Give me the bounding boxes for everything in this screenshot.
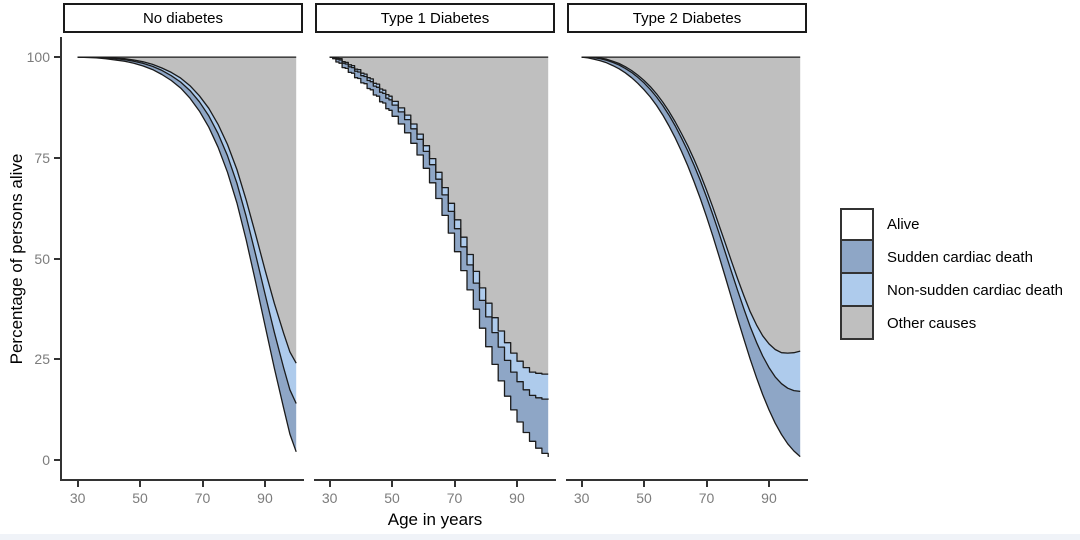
x-axis-title: Age in years xyxy=(387,510,483,529)
x-tick-label: 30 xyxy=(69,490,86,506)
sudden-boundary-line xyxy=(77,56,297,404)
x-tick-mark xyxy=(580,481,583,487)
x-tick-label: 90 xyxy=(761,490,777,506)
x-tick-label: 50 xyxy=(384,490,400,506)
non-sudden-cardiac-death-area xyxy=(77,57,297,404)
non-sudden-boundary-line xyxy=(581,56,801,354)
legend-item-non-sudden-cardiac-death: Non-sudden cardiac death xyxy=(840,272,1063,307)
legend-swatch-other-causes xyxy=(840,305,874,340)
legend-item-alive: Alive xyxy=(840,208,1063,241)
legend-item-other-causes: Other causes xyxy=(840,305,1063,340)
x-tick-label: 50 xyxy=(636,490,652,506)
legend-swatch-sudden-cardiac-death xyxy=(840,239,874,274)
x-tick-mark xyxy=(76,481,79,487)
x-tick-mark xyxy=(515,481,518,487)
alive-boundary-line xyxy=(329,56,549,457)
x-tick-label: 70 xyxy=(446,490,463,506)
y-tick-mark xyxy=(54,56,60,59)
x-tick-mark xyxy=(328,481,331,487)
sudden-boundary-line xyxy=(329,56,549,400)
y-tick-label: 100 xyxy=(26,49,50,66)
sudden-cardiac-death-area xyxy=(77,57,297,452)
facet-strip-label: Type 1 Diabetes xyxy=(380,9,490,27)
x-tick-mark xyxy=(391,481,394,487)
x-tick-mark xyxy=(705,481,708,487)
x-tick-mark xyxy=(453,481,456,487)
facet-strip-label: No diabetes xyxy=(142,9,224,27)
legend-label-other-causes: Other causes xyxy=(887,315,977,332)
x-tick-mark xyxy=(643,481,646,487)
y-tick-label: 50 xyxy=(34,250,50,267)
legend-item-sudden-cardiac-death: Sudden cardiac death xyxy=(840,239,1063,274)
x-tick-label: 70 xyxy=(698,490,715,506)
facet-strip-type2-diabetes: Type 2 Diabetes xyxy=(567,3,807,33)
survival-panel-2 xyxy=(329,56,549,457)
y-tick-mark xyxy=(54,458,60,461)
alive-boundary-line xyxy=(581,56,801,458)
y-tick-label: 75 xyxy=(34,149,50,166)
legend-label-non-sudden-cardiac-death: Non-sudden cardiac death xyxy=(887,282,1063,299)
other-causes-area xyxy=(581,57,801,354)
sudden-boundary-line xyxy=(581,56,801,393)
legend-swatch-alive xyxy=(840,208,874,241)
x-tick-mark xyxy=(263,481,266,487)
x-axis-line xyxy=(62,479,304,481)
y-tick-mark xyxy=(54,358,60,361)
x-tick-mark xyxy=(139,481,142,487)
legend: Alive Sudden cardiac death Non-sudden card… xyxy=(840,208,1063,340)
bottom-edge-strip xyxy=(0,534,1080,540)
y-tick-mark xyxy=(54,257,60,260)
y-tick-label: 0 xyxy=(42,451,50,468)
x-tick-label: 90 xyxy=(257,490,273,506)
y-tick-label: 25 xyxy=(34,351,50,368)
x-axis-line xyxy=(314,479,556,481)
non-sudden-cardiac-death-area xyxy=(581,57,801,392)
x-tick-label: 30 xyxy=(573,490,590,506)
facet-strip-no-diabetes: No diabetes xyxy=(63,3,303,33)
other-causes-area xyxy=(329,57,549,375)
x-tick-label: 30 xyxy=(321,490,338,506)
legend-swatch-non-sudden-cardiac-death xyxy=(840,272,874,307)
legend-label-sudden-cardiac-death: Sudden cardiac death xyxy=(887,249,1033,266)
other-causes-area xyxy=(77,57,297,364)
legend-label-alive: Alive xyxy=(887,216,920,233)
facet-strip-type1-diabetes: Type 1 Diabetes xyxy=(315,3,555,33)
x-axis-line xyxy=(566,479,808,481)
x-tick-mark xyxy=(767,481,770,487)
alive-boundary-line xyxy=(77,56,297,453)
sudden-cardiac-death-area xyxy=(329,57,549,457)
x-tick-label: 90 xyxy=(509,490,525,506)
survival-panel-1 xyxy=(77,56,297,453)
x-tick-mark xyxy=(201,481,204,487)
facet-strip-label: Type 2 Diabetes xyxy=(632,9,742,27)
y-axis-line xyxy=(60,37,62,481)
x-tick-label: 70 xyxy=(194,490,211,506)
survival-panel-3 xyxy=(581,56,801,458)
y-tick-mark xyxy=(54,156,60,159)
sudden-cardiac-death-area xyxy=(581,57,801,457)
x-tick-label: 50 xyxy=(132,490,148,506)
